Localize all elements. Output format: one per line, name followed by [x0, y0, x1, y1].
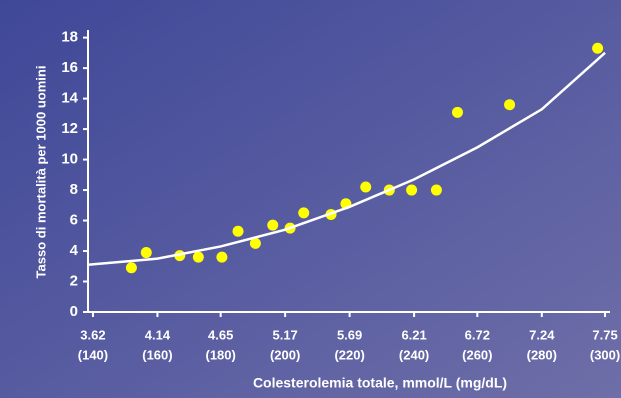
point: [140, 247, 152, 259]
y-tick-label: 8: [70, 181, 78, 198]
x-tick-label: 7.75: [592, 327, 617, 342]
x-axis-title: Colesterolemia totale, mmol/L (mg/dL): [253, 375, 507, 391]
point: [267, 219, 279, 231]
x-tick-label: 5.17: [272, 327, 297, 342]
x-tick-label: (300): [590, 347, 620, 362]
y-tick-label: 16: [61, 59, 78, 76]
x-tick-label: 6.72: [465, 327, 490, 342]
trend-line: [87, 51, 606, 266]
x-tick-label: 3.62: [80, 327, 105, 342]
y-tick-label: 18: [61, 29, 78, 46]
x-tick-label: (280): [527, 347, 557, 362]
y-tick-label: 10: [61, 151, 78, 168]
point: [216, 251, 228, 263]
point: [451, 106, 463, 118]
point: [192, 251, 204, 263]
y-tick-label: 12: [61, 120, 78, 137]
x-tick-label: (220): [334, 347, 364, 362]
y-axis-title: Tasso di mortalità per 1000 uomini: [33, 66, 48, 279]
point: [298, 207, 310, 219]
point: [504, 99, 516, 111]
point: [232, 225, 244, 237]
y-tick-label: 4: [70, 242, 79, 259]
x-tick-label: 4.65: [208, 327, 233, 342]
y-tick-label: 6: [70, 212, 78, 229]
y-tick-label: 14: [61, 90, 78, 107]
y-tick-label: 2: [70, 272, 78, 289]
x-tick-label: (200): [270, 347, 300, 362]
x-tick-label: (160): [142, 347, 172, 362]
x-tick-label: (260): [462, 347, 492, 362]
point: [406, 184, 418, 196]
y-tick-label: 0: [70, 303, 78, 320]
x-tick-label: (180): [205, 347, 235, 362]
x-tick-label: 7.24: [529, 327, 555, 342]
point: [430, 184, 442, 196]
x-tick-label: 6.21: [401, 327, 426, 342]
point: [125, 262, 137, 274]
point: [592, 42, 604, 54]
x-tick-label: (240): [399, 347, 429, 362]
x-tick-label: 4.14: [145, 327, 171, 342]
x-tick-label: 5.69: [337, 327, 362, 342]
x-tick-label: (140): [78, 347, 108, 362]
point: [249, 237, 261, 249]
point: [360, 181, 372, 193]
